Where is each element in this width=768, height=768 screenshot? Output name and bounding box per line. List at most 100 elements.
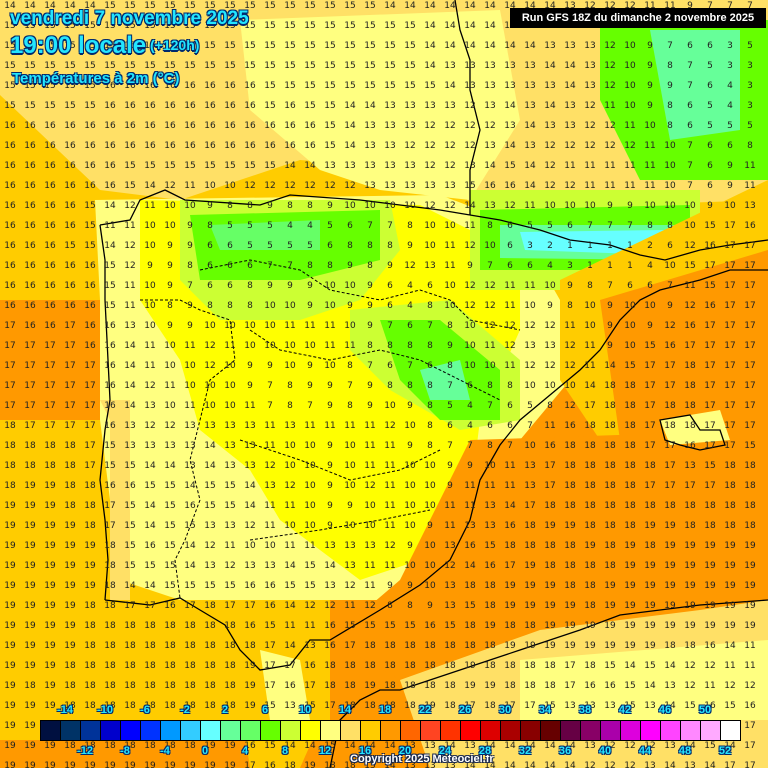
grid-value: 15 (4, 61, 16, 71)
grid-value: 16 (424, 621, 436, 631)
grid-value: 15 (144, 61, 156, 71)
grid-value: 15 (4, 81, 16, 91)
grid-value: 16 (184, 141, 196, 151)
grid-value: 16 (464, 541, 476, 551)
legend-swatch (361, 721, 381, 740)
legend-swatch (421, 721, 441, 740)
grid-value: 18 (604, 381, 616, 391)
grid-value: 9 (407, 241, 413, 251)
grid-value: 12 (524, 361, 536, 371)
grid-value: 13 (564, 701, 576, 711)
legend-swatch (501, 721, 521, 740)
grid-value: 15 (224, 1, 236, 11)
grid-value: 10 (344, 461, 356, 471)
grid-value: 17 (744, 301, 756, 311)
grid-value: 17 (704, 481, 716, 491)
grid-value: 14 (484, 741, 496, 751)
grid-value: 15 (244, 21, 256, 31)
grid-value: 4 (647, 261, 653, 271)
grid-value: 16 (284, 141, 296, 151)
grid-value: 7 (367, 221, 373, 231)
grid-value: 14 (24, 1, 36, 11)
grid-value: 15 (464, 181, 476, 191)
grid-value: 14 (724, 641, 736, 651)
grid-value: 19 (24, 541, 36, 551)
grid-value: 13 (484, 101, 496, 111)
grid-value: 8 (427, 401, 433, 411)
grid-value: 18 (724, 521, 736, 531)
grid-value: 11 (724, 661, 736, 671)
grid-value: 16 (124, 121, 136, 131)
grid-value: 7 (407, 361, 413, 371)
grid-value: 14 (484, 1, 496, 11)
grid-value: 18 (644, 501, 656, 511)
grid-value: 12 (204, 361, 216, 371)
grid-value: 16 (744, 221, 756, 231)
grid-value: 17 (84, 421, 96, 431)
grid-value: 11 (284, 321, 296, 331)
grid-value: 15 (384, 21, 396, 31)
grid-value: 12 (684, 661, 696, 671)
grid-value: 19 (204, 741, 216, 751)
grid-value: 10 (584, 321, 596, 331)
legend-label-top: 10 (298, 704, 312, 716)
grid-value: 12 (424, 121, 436, 131)
grid-value: 15 (24, 41, 36, 51)
grid-value: 12 (164, 421, 176, 431)
grid-value: 15 (164, 581, 176, 591)
grid-value: 19 (304, 761, 316, 768)
grid-value: 15 (264, 741, 276, 751)
grid-value: 9 (247, 361, 253, 371)
legend-swatch (561, 721, 581, 740)
grid-value: 19 (244, 661, 256, 671)
legend-label-bottom: 28 (478, 745, 492, 757)
grid-value: 1 (587, 241, 593, 251)
grid-value: 18 (84, 641, 96, 651)
grid-value: 16 (4, 301, 16, 311)
grid-value: 17 (84, 461, 96, 471)
grid-value: 11 (604, 161, 616, 171)
grid-value: 13 (524, 461, 536, 471)
grid-value: 18 (564, 541, 576, 551)
grid-value: 13 (564, 121, 576, 131)
legend-swatch (721, 721, 740, 740)
grid-value: 19 (64, 761, 76, 768)
grid-value: 11 (324, 341, 336, 351)
grid-value: 14 (424, 1, 436, 11)
grid-value: 13 (124, 421, 136, 431)
grid-value: 17 (44, 361, 56, 371)
grid-value: 12 (424, 161, 436, 171)
grid-value: 15 (264, 621, 276, 631)
grid-value: 16 (504, 521, 516, 531)
legend-label-bottom: 0 (201, 745, 209, 757)
grid-value: 15 (44, 101, 56, 111)
grid-value: 9 (187, 241, 193, 251)
grid-value: 16 (44, 261, 56, 271)
grid-value: 11 (264, 421, 276, 431)
grid-value: 18 (624, 501, 636, 511)
grid-value: 14 (384, 1, 396, 11)
legend-label-top: 6 (261, 704, 269, 716)
grid-value: 12 (124, 261, 136, 271)
grid-value: 15 (84, 21, 96, 31)
grid-value: 5 (547, 221, 553, 231)
grid-value: 11 (124, 281, 136, 291)
grid-value: 15 (64, 241, 76, 251)
grid-value: 11 (744, 181, 756, 191)
legend-swatch (641, 721, 661, 740)
grid-value: 8 (427, 381, 433, 391)
grid-value: 19 (524, 561, 536, 571)
grid-value: 15 (304, 101, 316, 111)
grid-value: 19 (504, 601, 516, 611)
grid-value: 6 (227, 261, 233, 271)
grid-value: 18 (144, 741, 156, 751)
grid-value: 18 (624, 461, 636, 471)
grid-value: 19 (684, 601, 696, 611)
grid-value: 15 (244, 61, 256, 71)
legend-swatch (581, 721, 601, 740)
grid-value: 16 (84, 141, 96, 151)
grid-value: 12 (484, 321, 496, 331)
grid-value: 17 (664, 441, 676, 451)
grid-value: 1 (567, 241, 573, 251)
grid-value: 18 (444, 701, 456, 711)
